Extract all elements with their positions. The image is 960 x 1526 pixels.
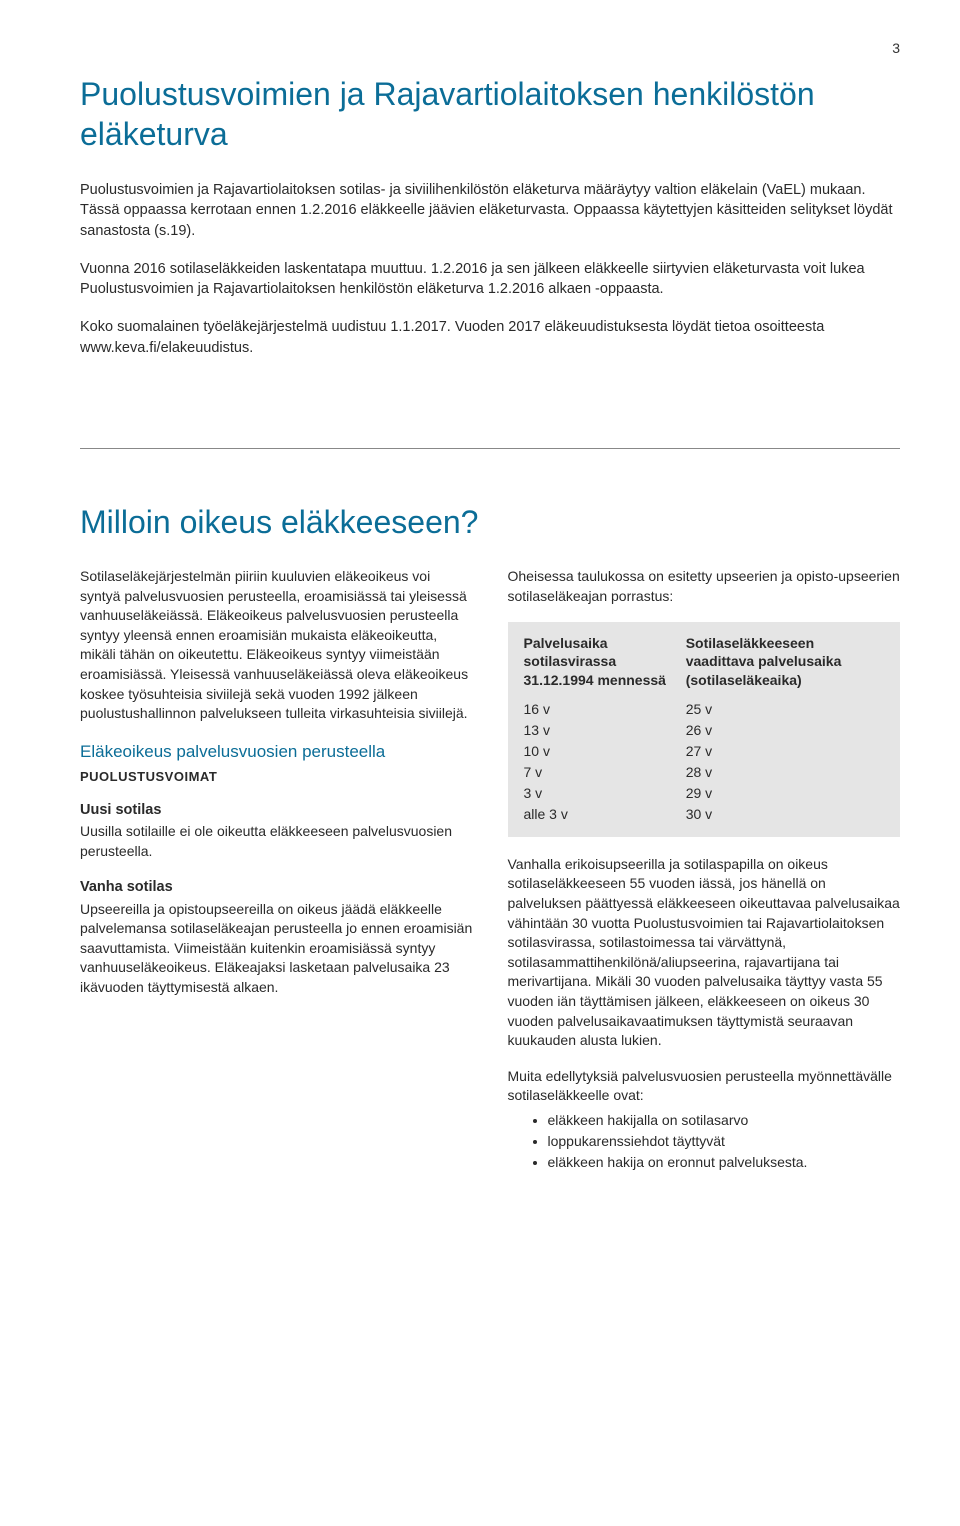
list-item: eläkkeen hakijalla on sotilasarvo [548, 1110, 901, 1131]
right-p3: Muita edellytyksiä palvelusvuosien perus… [508, 1067, 901, 1106]
table-header-right: Sotilaseläkkeeseen vaadittava palvelusai… [686, 634, 884, 689]
table-header-row: Palvelusaika sotilasvirassa 31.12.1994 m… [524, 634, 885, 689]
table-row: 30 v [686, 804, 884, 825]
table-row: 3 v [524, 783, 686, 804]
right-p2: Vanhalla erikoisupseerilla ja sotilaspap… [508, 855, 901, 1051]
table-row: 25 v [686, 699, 884, 720]
table-row: 27 v [686, 741, 884, 762]
table-row: 26 v [686, 720, 884, 741]
table-row: 7 v [524, 762, 686, 783]
table-left-cells: 16 v 13 v 10 v 7 v 3 v alle 3 v [524, 699, 686, 825]
page-number: 3 [80, 40, 900, 56]
intro-block: Puolustusvoimien ja Rajavartiolaitoksen … [80, 180, 900, 358]
requirements-list: eläkkeen hakijalla on sotilasarvo loppuk… [508, 1110, 901, 1173]
list-item: loppukarenssiehdot täyttyvät [548, 1131, 901, 1152]
left-column: Sotilaseläkejärjestelmän piiriin kuuluvi… [80, 567, 473, 1173]
table-right-cells: 25 v 26 v 27 v 28 v 29 v 30 v [686, 699, 884, 825]
intro-p3: Koko suomalainen työeläkejärjestelmä uud… [80, 317, 900, 358]
table-row: 29 v [686, 783, 884, 804]
intro-p1: Puolustusvoimien ja Rajavartiolaitoksen … [80, 180, 900, 241]
list-item: eläkkeen hakija on eronnut palveluksesta… [548, 1152, 901, 1173]
heading-vanha-sotilas: Vanha sotilas [80, 877, 473, 897]
right-column: Oheisessa taulukossa on esitetty upseeri… [508, 567, 901, 1173]
right-p1: Oheisessa taulukossa on esitetty upseeri… [508, 567, 901, 606]
section-divider [80, 448, 900, 449]
section-title: Milloin oikeus eläkkeeseen? [80, 504, 900, 541]
left-p1: Sotilaseläkejärjestelmän piiriin kuuluvi… [80, 567, 473, 724]
table-row: 28 v [686, 762, 884, 783]
table-body: 16 v 13 v 10 v 7 v 3 v alle 3 v 25 v 26 … [524, 699, 885, 825]
intro-p2: Vuonna 2016 sotilaseläkkeiden laskentata… [80, 259, 900, 300]
service-time-table: Palvelusaika sotilasvirassa 31.12.1994 m… [508, 622, 901, 837]
table-row: 13 v [524, 720, 686, 741]
table-row: 16 v [524, 699, 686, 720]
p-vanha-sotilas: Upseereilla ja opistoupseereilla on oike… [80, 900, 473, 998]
two-column-layout: Sotilaseläkejärjestelmän piiriin kuuluvi… [80, 567, 900, 1173]
sub-heading-elakeoikeus: Eläkeoikeus palvelusvuosien perusteella [80, 740, 473, 764]
heading-uusi-sotilas: Uusi sotilas [80, 800, 473, 820]
table-row: alle 3 v [524, 804, 686, 825]
allcaps-puolustusvoimat: PUOLUSTUSVOIMAT [80, 768, 473, 786]
table-row: 10 v [524, 741, 686, 762]
p-uusi-sotilas: Uusilla sotilaille ei ole oikeutta eläkk… [80, 822, 473, 861]
main-title: Puolustusvoimien ja Rajavartiolaitoksen … [80, 74, 900, 154]
table-header-left: Palvelusaika sotilasvirassa 31.12.1994 m… [524, 634, 686, 689]
